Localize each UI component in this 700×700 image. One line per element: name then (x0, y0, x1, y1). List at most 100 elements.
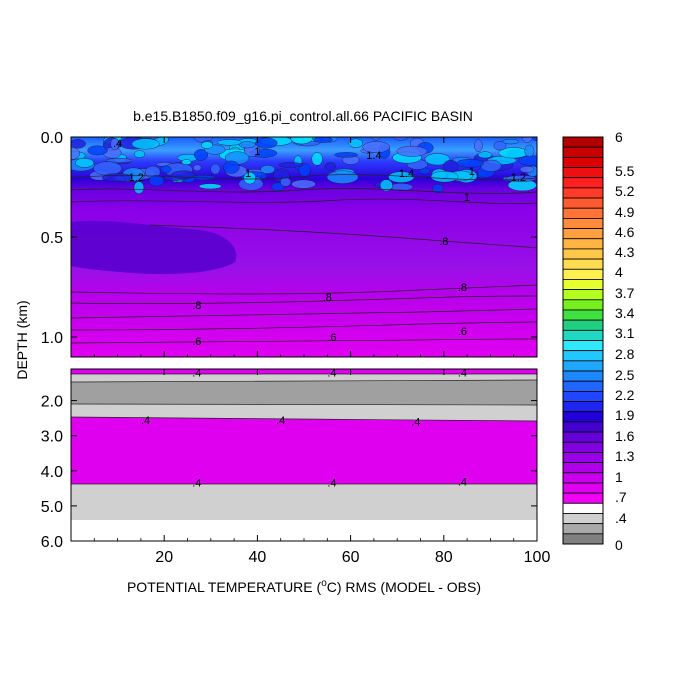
upper-y-tick-label: 0.5 (41, 230, 63, 247)
contour-label: .6 (458, 326, 467, 338)
surface-noise-blob (181, 159, 192, 165)
colorbar-label: 3.7 (615, 285, 635, 301)
surface-noise-blob (260, 164, 276, 174)
surface-noise-blob (193, 148, 209, 161)
y-axis-title: DEPTH (km) (14, 300, 30, 379)
colorbar-box (562, 167, 604, 179)
colorbar-box (562, 421, 604, 433)
colorbar-box (562, 197, 604, 209)
surface-noise-blob (379, 179, 393, 192)
contour-label: .4 (141, 415, 150, 427)
surface-noise-blob (290, 137, 313, 145)
contour-label: .6 (192, 336, 201, 348)
surface-noise-blob (71, 139, 86, 149)
colorbar-box (562, 452, 604, 464)
lower-y-tick-label: 3.0 (41, 429, 63, 446)
surface-noise-blob (110, 138, 120, 150)
surface-noise-blob (442, 159, 459, 173)
surface-noise-blob (362, 141, 390, 153)
band-magenta-deep (71, 417, 537, 484)
surface-noise-blob (74, 157, 95, 168)
colorbar-label: 1.3 (615, 448, 635, 464)
surface-noise-layer (71, 137, 537, 194)
upper-contour-labels: .4 1 1.4 1 1.2 1.4 1 1.2 1 .8 .8 .8 .8 .6 .6 .6 (113, 138, 526, 348)
colorbar-box (562, 523, 604, 535)
colorbar-box (562, 207, 604, 219)
contour-label: 1.4 (366, 150, 381, 162)
surface-noise-blob (238, 141, 256, 149)
lower-y-tick-label: 2.0 (41, 394, 63, 411)
surface-noise-blob (430, 170, 459, 183)
colorbar-box (562, 340, 604, 352)
surface-noise-blob (131, 138, 160, 150)
contour-line (71, 174, 537, 181)
colorbar-box (562, 268, 604, 280)
x-axis-title-prefix: POTENTIAL TEMPERATURE ( (127, 579, 322, 595)
contour-label: 1.2 (129, 172, 144, 184)
surface-noise-blob (133, 150, 146, 158)
surface-noise-blob (456, 158, 484, 168)
contour-line (71, 295, 537, 304)
contour-label: .8 (323, 292, 332, 304)
colorbar-box (562, 238, 604, 250)
surface-noise-blob (243, 171, 256, 185)
colorbar-label: 2.5 (615, 367, 635, 383)
surface-noise-blob (531, 137, 537, 142)
contour-line (149, 224, 537, 249)
colorbar (562, 136, 604, 545)
surface-noise-blob (105, 158, 133, 164)
x-axis-title: POTENTIAL TEMPERATURE (oC) RMS (MODEL - … (127, 578, 481, 595)
colorbar-label: 4.3 (615, 244, 635, 260)
colorbar-box (562, 228, 604, 240)
contour-label: .4 (327, 477, 336, 489)
surface-noise-blob (222, 160, 240, 174)
lower-y-tick-label: 6.0 (41, 534, 63, 551)
colorbar-box (562, 360, 604, 372)
colorbar-box (562, 502, 604, 514)
contour-line (71, 308, 537, 319)
colorbar-box (562, 146, 604, 158)
colorbar-box (562, 533, 604, 545)
contour-label: 1 (254, 146, 260, 158)
colorbar-box (562, 187, 604, 199)
surface-noise-blob (198, 183, 222, 190)
surface-noise-blob (216, 139, 242, 146)
colorbar-box (562, 411, 604, 423)
upper-y-axis: 0.0 0.5 1.0 (41, 130, 537, 347)
upper-y-tick-label: 0.0 (41, 130, 63, 147)
contour-label: .4 (327, 368, 336, 380)
contour-label: .4 (192, 368, 201, 380)
colorbar-box (562, 177, 604, 189)
contour-label: 1 (464, 192, 470, 204)
colorbar-box (562, 217, 604, 229)
x-tick-label: 60 (342, 549, 360, 566)
colorbar-box (562, 350, 604, 362)
colorbar-frame (562, 136, 604, 545)
surface-noise-blob (324, 162, 337, 171)
contour-label: .6 (327, 332, 336, 344)
contour-line (71, 403, 537, 406)
colorbar-label: 1 (615, 469, 623, 485)
colorbar-box (562, 472, 604, 484)
contour-label: .4 (458, 368, 467, 380)
colorbar-label: 0 (615, 537, 623, 553)
colorbar-label: 3.1 (615, 325, 635, 341)
surface-noise-blob (517, 155, 537, 166)
colorbar-label: 4 (615, 264, 623, 280)
colorbar-labels: 6 5.5 5.2 4.9 4.6 4.3 4 3.7 3.4 3.1 2.8 2.5 2.2 1.9 1.… (615, 129, 635, 553)
surface-noise-blob (480, 159, 502, 172)
x-axis: 20 40 60 80 100 (93, 137, 550, 566)
band-light-gray-1 (71, 374, 537, 382)
surface-noise-blob (133, 181, 145, 194)
contour-label: .4 (276, 415, 285, 427)
colorbar-label: .7 (615, 489, 627, 505)
lower-y-tick-label: 4.0 (41, 464, 63, 481)
chart-title: b.e15.B1850.f09_g16.pi_control.all.66 PA… (133, 108, 473, 124)
colorbar-box (562, 441, 604, 453)
contour-line (71, 284, 537, 295)
indigo-patch (71, 220, 237, 275)
surface-noise-blob (393, 137, 408, 141)
surface-noise-blob (326, 170, 359, 184)
surface-noise-blob (348, 138, 363, 148)
surface-noise-blob (192, 164, 202, 172)
